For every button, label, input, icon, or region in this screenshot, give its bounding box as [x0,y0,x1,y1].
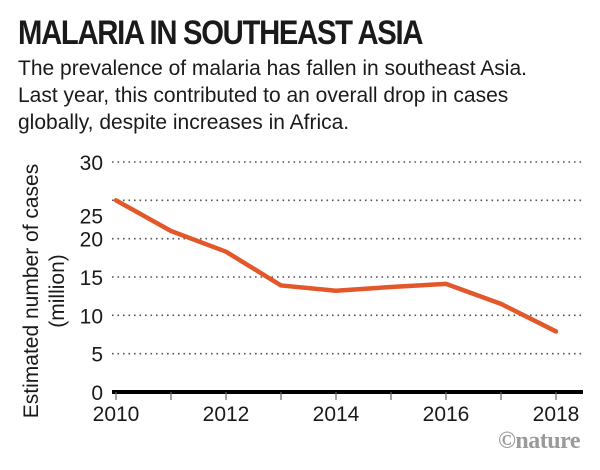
gridlines [112,161,583,355]
x-axis [112,390,583,400]
x-tick-label: 2016 [423,403,470,426]
y-tick-label: 0 [91,382,103,405]
chart-title: MALARIA IN SOUTHEAST ASIA [18,14,423,52]
subtitle-line: Last year, this contributed to an overal… [18,84,509,107]
series-line [113,198,559,334]
y-tick-label: 30 [80,152,103,175]
nature-credit-logo: ©nature [498,428,581,454]
y-axis-title: Estimated number of cases (million) [20,164,69,418]
x-axis-tick-labels: 2010 2012 2014 2016 2018 [93,403,580,426]
y-tick-label: 15 [80,267,103,290]
y-tick-label: 20 [80,229,103,252]
x-tick-label: 2012 [203,403,250,426]
y-tick-label: 5 [91,344,103,367]
chart-subtitle: The prevalence of malaria has fallen in … [18,55,598,136]
y-axis-title-line-1: Estimated number of cases [20,164,43,418]
subtitle-line: globally, despite increases in Africa. [18,111,350,134]
x-tick-label: 2010 [93,403,140,426]
y-axis-title-line-2: (million) [46,254,69,328]
x-tick-label: 2014 [313,403,360,426]
x-tick-label: 2018 [533,403,580,426]
y-tick-label: 25 [80,205,103,228]
series-layer [113,198,559,334]
subtitle-line: The prevalence of malaria has fallen in … [18,57,527,80]
y-tick-label: 10 [80,305,103,328]
